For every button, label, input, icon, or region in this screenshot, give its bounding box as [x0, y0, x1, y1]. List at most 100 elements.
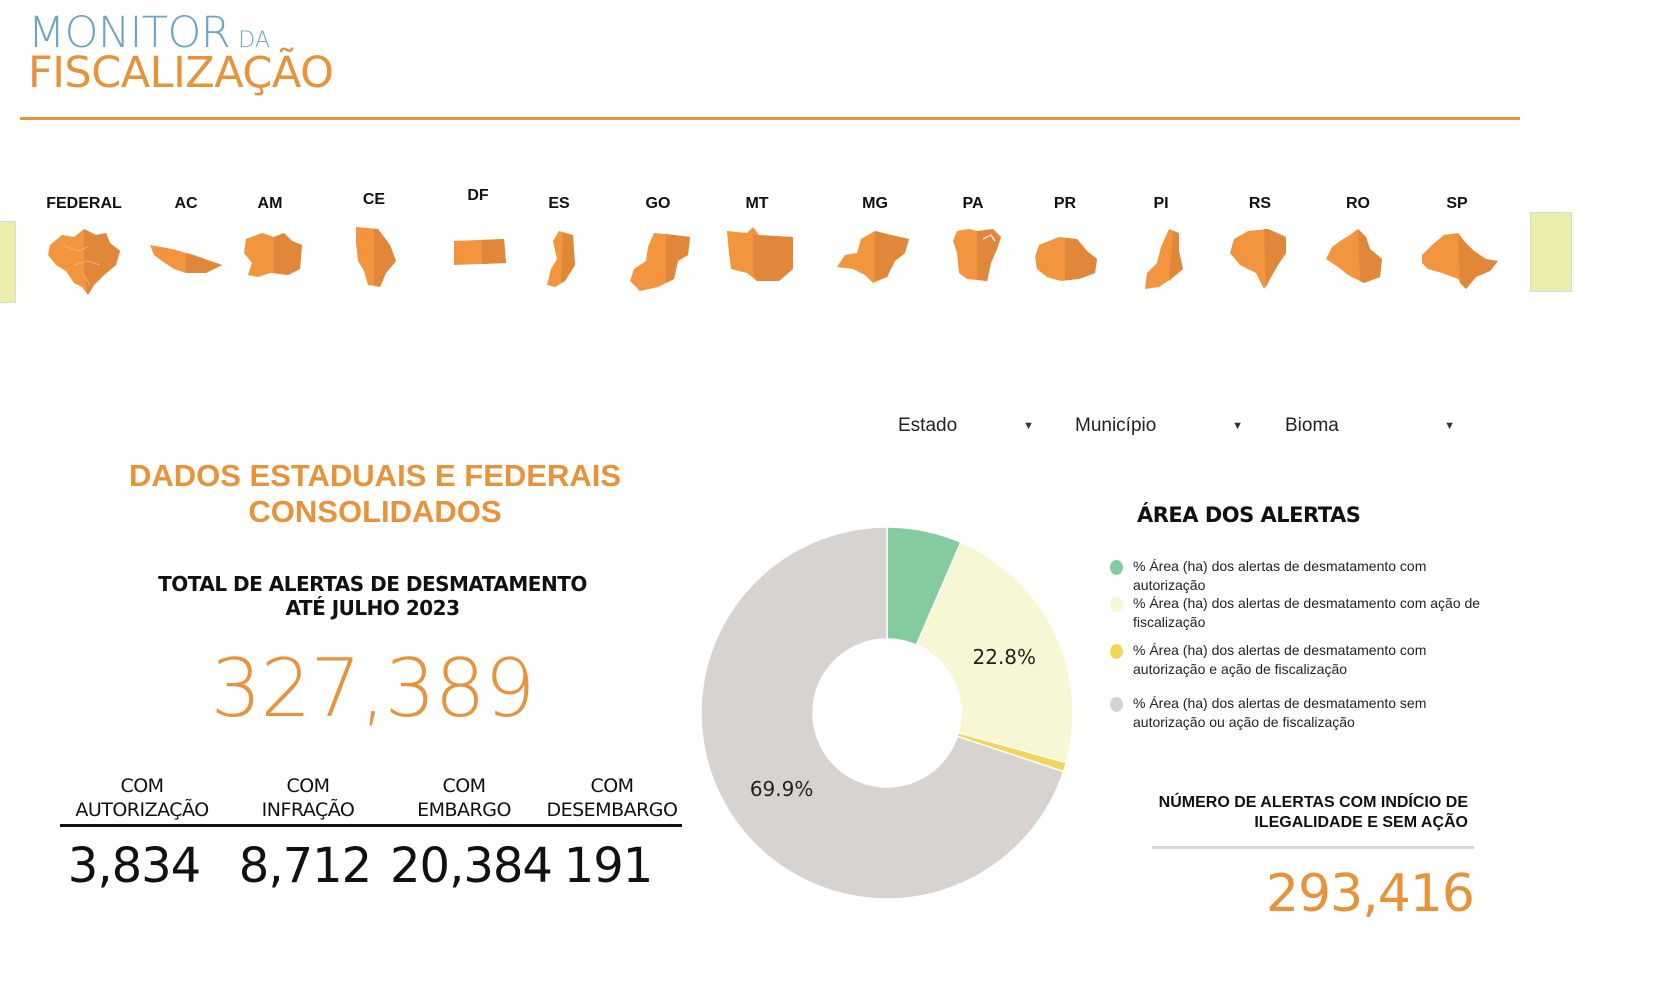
- espirito-santo-map-icon: [547, 231, 575, 287]
- stat-head-line-1: COM: [442, 775, 486, 797]
- state-item-mt[interactable]: MT: [712, 195, 802, 297]
- state-item-am[interactable]: AM: [225, 195, 315, 297]
- amazonas-map-icon: [244, 233, 302, 277]
- ceara-map-icon: [356, 227, 396, 287]
- para-map-icon: [953, 229, 1001, 281]
- stat-value-embargo: 20,384: [390, 838, 553, 894]
- state-label: PR: [1053, 195, 1077, 212]
- state-label: SP: [1446, 195, 1468, 212]
- stat-head-infracao: COM INFRAÇÃO: [232, 774, 384, 822]
- stat-head-desembargo: COM DESEMBARGO: [540, 774, 684, 822]
- filter-estado-dropdown[interactable]: Estado ▼: [898, 410, 1034, 442]
- legend-swatch: [1110, 597, 1123, 612]
- stat-head-line-2: DESEMBARGO: [546, 799, 678, 821]
- logo-title: MONITOR DA: [28, 8, 270, 58]
- stat-value-desembargo: 191: [563, 838, 654, 894]
- stat-head-line-1: COM: [286, 775, 330, 797]
- state-item-pa[interactable]: PA: [928, 195, 1018, 297]
- chart-title: ÁREA DOS ALERTAS: [1137, 503, 1361, 527]
- total-label-line-1: TOTAL DE ALERTAS DE DESMATAMENTO: [158, 572, 587, 596]
- header-divider: [20, 117, 1520, 120]
- legend-label: % Área (ha) dos alertas de desmatamento …: [1133, 695, 1427, 730]
- brazil-map-icon: [48, 229, 120, 295]
- state-item-es[interactable]: ES: [514, 195, 604, 297]
- legend-label: % Área (ha) dos alertas de desmatamento …: [1133, 642, 1427, 677]
- state-item-df[interactable]: DF: [433, 187, 523, 289]
- stat-head-autorizacao: COM AUTORIZAÇÃO: [60, 774, 224, 822]
- legend-label: % Área (ha) dos alertas de desmatamento …: [1133, 558, 1427, 593]
- state-item-pi[interactable]: PI: [1116, 195, 1206, 297]
- state-label: DF: [467, 187, 489, 204]
- acre-map-icon: [150, 245, 222, 273]
- legend-swatch: [1110, 644, 1123, 659]
- donut-slice[interactable]: [915, 541, 1074, 764]
- filter-label: Bioma: [1285, 415, 1339, 436]
- filter-municipio-dropdown[interactable]: Município ▼: [1075, 410, 1243, 442]
- legend-label: % Área (ha) dos alertas de desmatamento …: [1133, 595, 1481, 630]
- ilegal-alerts-label: NÚMERO DE ALERTAS COM INDÍCIO DE ILEGALI…: [1140, 793, 1468, 833]
- donut-data-label: 69.9%: [750, 777, 814, 801]
- state-label: AM: [257, 195, 283, 212]
- legend-item-autorizacao-fiscalizacao[interactable]: % Área (ha) dos alertas de desmatamento …: [1110, 641, 1500, 679]
- filter-label: Município: [1075, 415, 1157, 436]
- caret-down-icon: ▼: [1232, 420, 1243, 432]
- state-item-ac[interactable]: AC: [141, 195, 231, 297]
- section-title: DADOS ESTADUAIS E FEDERAIS CONSOLIDADOS: [128, 458, 622, 529]
- piaui-map-icon: [1145, 229, 1183, 289]
- legend-item-autorizacao[interactable]: % Área (ha) dos alertas de desmatamento …: [1110, 557, 1500, 595]
- state-item-ro[interactable]: RO: [1313, 195, 1403, 297]
- stat-head-line-2: AUTORIZAÇÃO: [75, 799, 209, 821]
- caret-down-icon: ▼: [1023, 420, 1034, 432]
- state-label: ES: [548, 195, 570, 212]
- minas-gerais-map-icon: [837, 231, 909, 283]
- legend-swatch: [1110, 560, 1123, 575]
- legend-item-fiscalizacao[interactable]: % Área (ha) dos alertas de desmatamento …: [1110, 594, 1500, 632]
- state-label: RO: [1346, 195, 1370, 212]
- goias-map-icon: [630, 233, 690, 291]
- donut-slice[interactable]: [700, 526, 1065, 900]
- state-item-mg[interactable]: MG: [830, 195, 920, 297]
- ilegal-label-line-1: NÚMERO DE ALERTAS COM INDÍCIO DE: [1158, 794, 1468, 811]
- stat-head-embargo: COM EMBARGO: [392, 774, 536, 822]
- scroll-left-button[interactable]: [0, 221, 16, 303]
- state-label: PI: [1153, 195, 1169, 212]
- state-item-pr[interactable]: PR: [1020, 195, 1110, 297]
- ilegal-label-line-2: ILEGALIDADE E SEM AÇÃO: [1254, 814, 1468, 831]
- stat-head-line-1: COM: [590, 775, 634, 797]
- rio-grande-do-sul-map-icon: [1230, 229, 1286, 289]
- state-label: FEDERAL: [46, 195, 122, 212]
- state-label: RS: [1248, 195, 1272, 212]
- state-item-sp[interactable]: SP: [1412, 195, 1502, 297]
- state-label: MG: [862, 195, 888, 212]
- stat-value-infracao: 8,712: [238, 838, 372, 894]
- ilegal-alerts-value: 293,416: [1265, 864, 1475, 924]
- filter-bioma-dropdown[interactable]: Bioma ▼: [1285, 410, 1455, 442]
- stats-divider: [60, 824, 682, 827]
- state-item-ce[interactable]: CE: [329, 191, 419, 293]
- sao-paulo-map-icon: [1422, 233, 1498, 289]
- state-label: PA: [962, 195, 984, 212]
- state-label: MT: [745, 195, 769, 212]
- state-item-go[interactable]: GO: [613, 195, 703, 297]
- state-label: CE: [362, 191, 386, 208]
- df-map-icon: [454, 239, 506, 265]
- caret-down-icon: ▼: [1444, 420, 1455, 432]
- legend-swatch: [1110, 697, 1123, 712]
- scroll-right-button[interactable]: [1530, 212, 1572, 292]
- stat-head-line-1: COM: [120, 775, 164, 797]
- filter-label: Estado: [898, 415, 958, 436]
- area-alerts-donut-chart: 22.8% 69.9%: [700, 526, 1074, 900]
- logo-word-da: DA: [238, 28, 270, 53]
- total-alerts-value: 327,389: [210, 642, 536, 735]
- total-label-line-2: ATÉ JULHO 2023: [285, 596, 461, 620]
- donut-data-label: 22.8%: [973, 645, 1037, 669]
- state-item-federal[interactable]: FEDERAL: [39, 195, 129, 297]
- stat-head-line-2: EMBARGO: [417, 799, 511, 821]
- state-item-rs[interactable]: RS: [1215, 195, 1305, 297]
- stat-head-line-2: INFRAÇÃO: [261, 799, 355, 821]
- ilegal-divider: [1152, 846, 1474, 849]
- rondonia-map-icon: [1326, 229, 1382, 283]
- logo-word-fiscalizacao: FISCALIZAÇÃO: [28, 48, 334, 98]
- state-label: AC: [174, 195, 198, 212]
- legend-item-sem-acao[interactable]: % Área (ha) dos alertas de desmatamento …: [1110, 694, 1500, 732]
